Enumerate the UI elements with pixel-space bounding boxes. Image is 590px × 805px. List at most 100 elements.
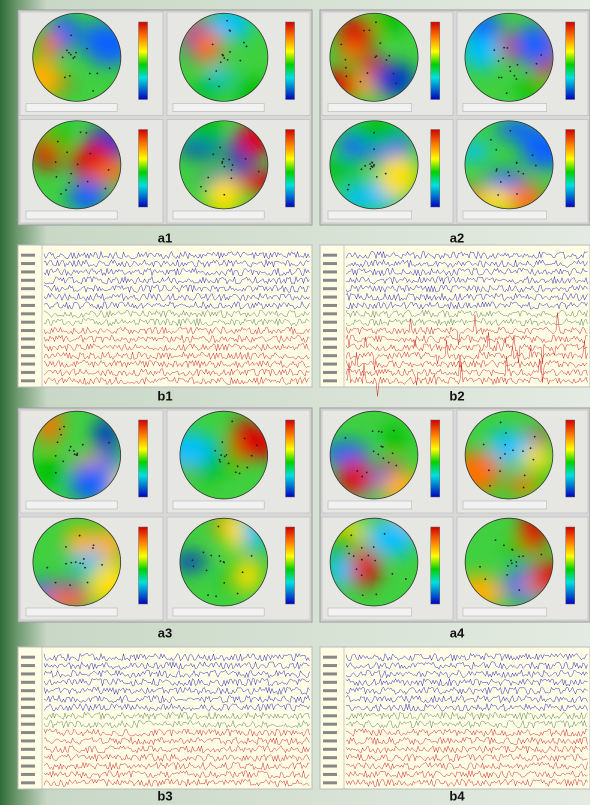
blob	[64, 526, 97, 555]
channel-name	[21, 722, 35, 726]
electrode	[231, 420, 234, 423]
electrode	[56, 140, 59, 143]
head-outline	[179, 517, 269, 607]
electrode	[345, 75, 348, 78]
head-outline	[32, 12, 122, 102]
map-caption	[462, 103, 547, 112]
eeg-trace	[345, 275, 588, 285]
eeg-trace	[345, 745, 588, 754]
electrode	[219, 560, 222, 563]
channel-name	[21, 379, 35, 383]
colorbar	[285, 419, 295, 498]
electrode	[68, 75, 71, 77]
channel-name	[21, 747, 35, 751]
blob	[508, 474, 534, 496]
electrode	[373, 163, 375, 166]
eeg-trace	[345, 711, 588, 721]
eeg-trace	[43, 669, 310, 679]
electrode	[364, 164, 367, 167]
channel-name	[21, 278, 35, 282]
eeg-trace	[345, 728, 588, 738]
electrode	[108, 67, 111, 70]
electrode	[515, 78, 518, 81]
electrode	[236, 465, 239, 468]
electrode	[479, 565, 481, 568]
eeg-trace	[43, 678, 310, 687]
eeg-trace	[43, 702, 310, 712]
topomap	[465, 411, 553, 499]
electrode	[60, 433, 63, 436]
eeg-trace	[43, 719, 310, 729]
blob	[191, 29, 223, 64]
colorbar	[430, 129, 440, 208]
electrode	[370, 165, 373, 167]
electrode	[369, 167, 372, 170]
colorbar	[285, 526, 295, 605]
electrode	[503, 544, 505, 547]
electrode	[360, 574, 363, 576]
blob	[179, 552, 207, 571]
blob	[377, 154, 419, 198]
electrode	[347, 183, 350, 186]
electrode	[81, 443, 84, 446]
electrode	[92, 547, 94, 549]
eeg-trace	[43, 343, 310, 352]
electrode	[522, 172, 525, 175]
electrode	[375, 21, 377, 24]
blob	[464, 34, 503, 70]
electrode	[518, 555, 520, 558]
head-outline	[464, 410, 554, 500]
electrode	[56, 441, 59, 444]
eeg-trace	[43, 376, 310, 386]
blob	[344, 548, 381, 587]
map-caption	[25, 210, 118, 220]
channel-name	[323, 262, 337, 266]
eeg-trace	[43, 652, 310, 662]
electrode	[217, 525, 220, 528]
channel-name	[323, 689, 337, 693]
electrode	[522, 555, 524, 558]
eeg-trace	[345, 292, 588, 302]
electrode	[510, 559, 512, 562]
map-caption	[172, 500, 265, 510]
electrode	[72, 449, 75, 452]
eeg-panel	[319, 646, 590, 790]
eeg-trace	[345, 694, 588, 704]
blob	[237, 170, 268, 194]
electrode	[66, 151, 69, 154]
electrode	[207, 176, 210, 179]
electrode	[388, 54, 391, 57]
channel-name	[323, 379, 337, 383]
eeg-trace	[345, 309, 588, 319]
eeg-trace	[43, 769, 310, 779]
eeg-trace	[345, 317, 588, 327]
channel-name	[21, 764, 35, 768]
electrode	[46, 566, 49, 569]
eeg-trace	[345, 332, 588, 364]
eeg-trace	[43, 778, 310, 788]
channel-name	[21, 303, 35, 307]
electrode	[227, 462, 230, 465]
topomap	[32, 13, 121, 102]
electrode	[510, 562, 513, 565]
channel-name	[21, 756, 35, 760]
eeg-trace	[43, 660, 310, 671]
eeg-trace	[345, 334, 588, 347]
electrode	[69, 445, 72, 448]
electrode	[499, 421, 502, 424]
channel-name	[323, 253, 337, 257]
blob	[204, 176, 243, 209]
electrode	[246, 466, 249, 469]
blob	[330, 528, 358, 559]
eeg-trace	[345, 719, 588, 729]
electrode	[229, 30, 232, 32]
channel-name	[21, 312, 35, 316]
electrode	[360, 168, 363, 171]
electrode	[497, 60, 500, 62]
electrode	[219, 460, 222, 463]
electrode	[534, 164, 537, 167]
head-outline	[32, 120, 122, 210]
electrode	[513, 74, 516, 77]
electrode	[241, 571, 244, 574]
colorbar	[430, 526, 440, 605]
